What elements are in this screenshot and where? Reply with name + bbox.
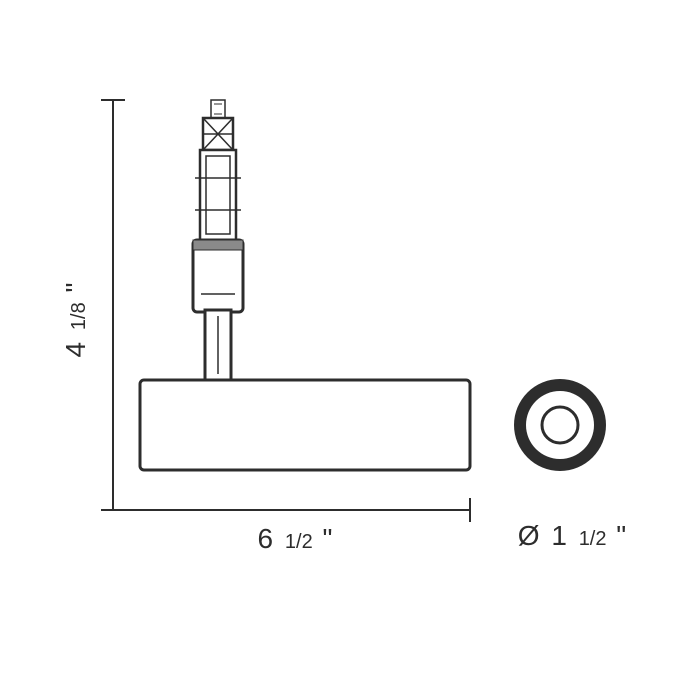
- diameter-symbol: Ø: [518, 520, 540, 551]
- svg-text:6 1/2 ": 6 1/2 ": [258, 523, 333, 554]
- top-pin: [211, 100, 225, 118]
- svg-text:4 1/8 ": 4 1/8 ": [60, 283, 91, 358]
- diameter-unit: ": [616, 520, 626, 551]
- neck: [193, 240, 243, 312]
- end-ring-mid: [526, 391, 594, 459]
- diameter-whole: 1: [551, 520, 567, 551]
- diameter-frac: 1/2: [579, 528, 607, 550]
- fixture-side-view: [140, 100, 470, 470]
- diameter-dimension: Ø 1 1/2 ": [518, 520, 626, 551]
- width-unit: ": [323, 523, 333, 554]
- technical-drawing: 4 1/8 " 6 1/2 ": [0, 0, 700, 700]
- height-unit: ": [60, 283, 91, 293]
- barrel: [140, 380, 470, 470]
- neck-top-strip: [193, 240, 243, 250]
- height-whole: 4: [60, 342, 91, 358]
- height-frac: 1/8: [68, 302, 90, 330]
- width-frac: 1/2: [285, 531, 313, 553]
- width-dimension: 6 1/2 ": [113, 498, 470, 554]
- height-dimension: 4 1/8 ": [60, 100, 125, 510]
- fixture-end-view: [514, 379, 606, 471]
- width-whole: 6: [258, 523, 274, 554]
